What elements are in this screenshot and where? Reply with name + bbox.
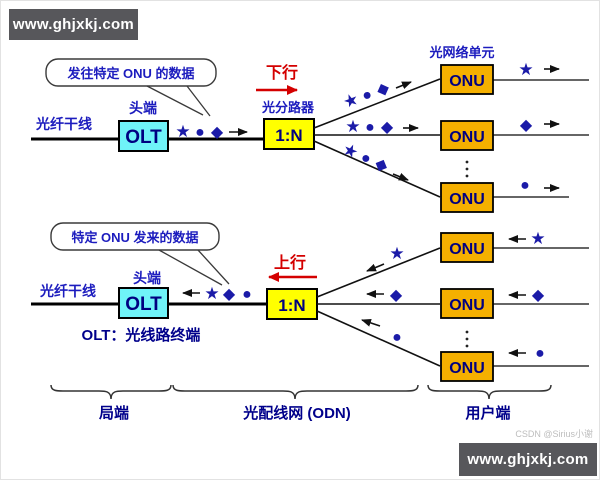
brace-central-office <box>50 384 172 400</box>
olt-box-downstream <box>118 120 169 152</box>
watermark-badge-top: www.ghjxkj.com <box>9 9 138 40</box>
circle-icon: ● <box>520 177 530 194</box>
upstream-callout-tail <box>158 249 230 286</box>
onu-box-upstream-3 <box>440 351 494 382</box>
branch-line <box>316 310 441 367</box>
star-icon: ★ <box>340 139 361 162</box>
onu-box-downstream-1 <box>440 64 494 95</box>
downstream-headend-label: 头端 <box>129 100 157 116</box>
brace-user-side <box>427 384 552 400</box>
star-icon: ★ <box>518 60 533 79</box>
star-icon: ★ <box>204 284 219 303</box>
branch-symbols-lower: ★ ● ◆ <box>340 139 391 176</box>
splitter-box-downstream <box>263 118 315 150</box>
diamond-icon: ◆ <box>381 119 394 136</box>
upstream-headend-label: 头端 <box>133 270 161 286</box>
branch-line <box>316 247 441 298</box>
arrow-right <box>392 172 409 181</box>
onu-label: ONU <box>449 241 485 258</box>
diamond-icon: ◆ <box>374 79 392 100</box>
csdn-watermark: CSDN @Sirius小谢 <box>515 429 593 439</box>
upstream-direction-label: 上行 <box>274 253 306 272</box>
onu-label: ONU <box>449 191 485 208</box>
splitter-label-downstream: 1:N <box>275 126 302 145</box>
star-icon: ★ <box>389 244 404 263</box>
splitter-label-upstream: 1:N <box>278 296 305 315</box>
star-icon: ★ <box>530 229 545 248</box>
downstream-callout-tail <box>146 85 211 117</box>
splitter-caption: 光分路器 <box>261 100 315 115</box>
arrow-left <box>366 263 385 272</box>
diamond-icon: ◆ <box>223 286 236 303</box>
star-icon: ★ <box>175 122 190 141</box>
downstream-callout-bubble <box>45 58 217 87</box>
ellipsis-icon <box>465 160 469 178</box>
diamond-icon: ◆ <box>532 287 545 304</box>
circle-icon: ● <box>535 345 545 362</box>
splitter-box-upstream <box>266 288 318 320</box>
onu-box-downstream-3 <box>440 182 494 213</box>
ellipsis-icon <box>465 330 469 348</box>
arrow-left <box>361 319 381 327</box>
onu-caption: 光网络单元 <box>428 45 494 60</box>
downstream-direction-label: 下行 <box>266 63 298 82</box>
circle-icon: ● <box>392 329 402 346</box>
diamond-icon: ◆ <box>390 287 403 304</box>
onu-label: ONU <box>449 129 485 146</box>
upstream-callout-bubble <box>50 222 220 251</box>
footer-odn-label: 光配线网 (ODN) <box>242 404 351 422</box>
olt-box-upstream <box>118 287 169 319</box>
onu-box-upstream-1 <box>440 232 494 263</box>
circle-icon: ● <box>242 286 252 303</box>
footer-central-office-label: 局端 <box>98 404 129 422</box>
footer-user-side-label: 用户端 <box>465 404 510 422</box>
branch-line <box>313 140 441 198</box>
olt-label-upstream: OLT <box>125 294 162 315</box>
circle-icon: ● <box>360 86 375 105</box>
onu-box-downstream-2 <box>440 120 494 151</box>
onu-label: ONU <box>449 73 485 90</box>
circle-icon: ● <box>358 149 374 168</box>
downstream-callout-text: 发往特定 ONU 的数据 <box>66 66 194 81</box>
diamond-icon: ◆ <box>372 155 391 176</box>
branch-line <box>313 78 441 129</box>
circle-icon: ● <box>365 119 375 136</box>
olt-label-downstream: OLT <box>125 127 162 148</box>
onu-label: ONU <box>449 297 485 314</box>
arrow-right <box>395 81 412 90</box>
circle-icon: ● <box>195 124 205 141</box>
onu-box-upstream-2 <box>440 288 494 319</box>
upstream-callout-text: 特定 ONU 发来的数据 <box>71 230 198 245</box>
downstream-trunk-label: 光纤干线 <box>35 116 92 132</box>
watermark-badge-bottom: www.ghjxkj.com <box>459 443 597 476</box>
diamond-icon: ◆ <box>211 124 224 141</box>
upstream-trunk-label: 光纤干线 <box>39 283 96 299</box>
onu-label: ONU <box>449 360 485 377</box>
diamond-icon: ◆ <box>520 117 533 134</box>
branch-symbols-upper: ★ ● ◆ <box>340 79 392 112</box>
olt-definition: OLT：光线路终端 <box>82 326 201 344</box>
star-icon: ★ <box>345 117 360 136</box>
star-icon: ★ <box>340 89 361 112</box>
brace-odn <box>172 384 419 400</box>
